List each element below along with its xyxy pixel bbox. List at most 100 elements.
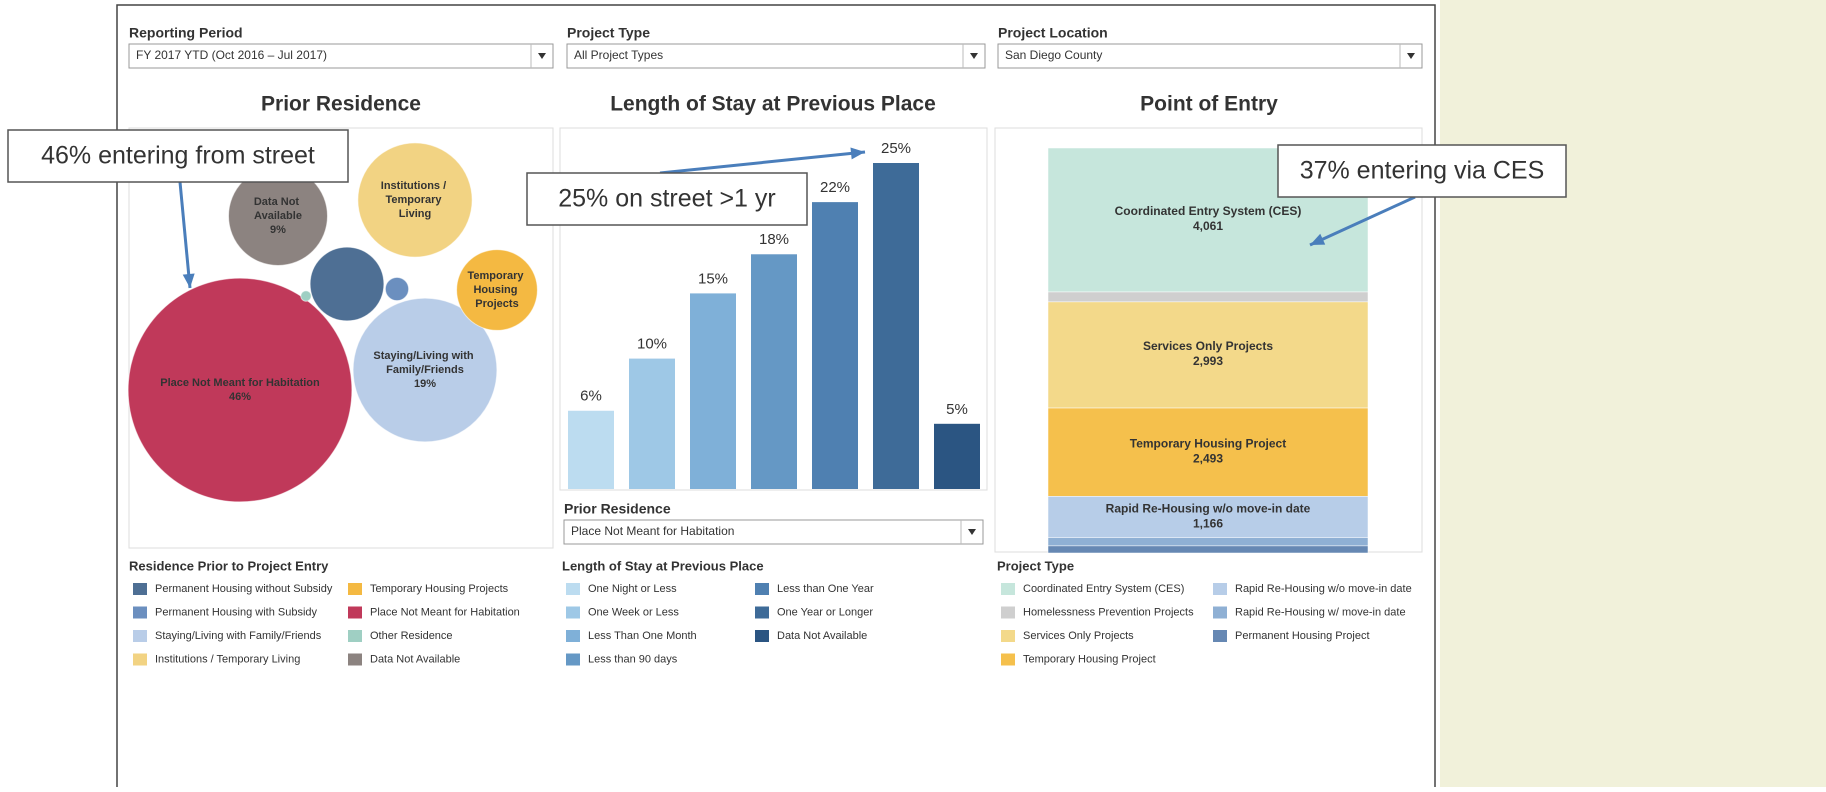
legend-label: Other Residence bbox=[370, 630, 453, 642]
legend-swatch bbox=[1001, 653, 1015, 666]
bubble-value: 19% bbox=[414, 378, 436, 390]
segment bbox=[1047, 291, 1369, 303]
legend-swatch bbox=[133, 653, 147, 666]
bar-value-label: 18% bbox=[759, 231, 789, 248]
bubble-value: 9% bbox=[270, 224, 286, 236]
legend-swatch bbox=[566, 630, 580, 642]
chart-title: Length of Stay at Previous Place bbox=[610, 93, 936, 116]
bubble bbox=[300, 290, 312, 302]
bar bbox=[873, 163, 919, 489]
legend-swatch bbox=[348, 583, 362, 595]
callout-arrowhead bbox=[850, 147, 865, 160]
legend-label: Institutions / Temporary Living bbox=[155, 653, 300, 665]
legend-label: One Year or Longer bbox=[777, 606, 873, 618]
callout-box bbox=[526, 172, 808, 226]
dropdown-value: All Project Types bbox=[574, 48, 663, 62]
bubble bbox=[127, 277, 353, 503]
legend-label: Less than 90 days bbox=[588, 653, 678, 665]
legend-swatch bbox=[566, 583, 580, 595]
filter-label: Project Type bbox=[567, 25, 650, 41]
dropdown-arrow bbox=[538, 53, 546, 59]
bar bbox=[690, 293, 736, 489]
filter-label: Project Location bbox=[998, 25, 1108, 41]
legend-label: Permanent Housing without Subsidy bbox=[155, 583, 333, 595]
legend-label: Data Not Available bbox=[777, 630, 867, 642]
callout-arrow bbox=[659, 150, 866, 175]
bar bbox=[751, 254, 797, 489]
legend-swatch bbox=[1213, 606, 1227, 619]
dropdown[interactable] bbox=[566, 43, 986, 69]
dropdown[interactable] bbox=[997, 43, 1423, 69]
segment-label: Coordinated Entry System (CES) bbox=[1115, 204, 1302, 218]
bubble-value: 46% bbox=[229, 391, 251, 403]
legend-label: Permanent Housing Project bbox=[1235, 630, 1370, 642]
legend-label: Less Than One Month bbox=[588, 630, 697, 642]
dropdown-arrow bbox=[970, 53, 978, 59]
legend-swatch bbox=[1001, 630, 1015, 642]
legend-swatch bbox=[755, 583, 769, 595]
callout-text: 25% on street >1 yr bbox=[558, 185, 775, 213]
segment-value: 2,493 bbox=[1193, 451, 1223, 465]
segment-label: Rapid Re-Housing w/o move-in date bbox=[1106, 501, 1311, 515]
legend-swatch bbox=[1213, 630, 1227, 642]
bar-value-label: 15% bbox=[698, 270, 728, 287]
legend-swatch bbox=[133, 606, 147, 619]
legend-swatch bbox=[1213, 583, 1227, 595]
callout-arrowhead bbox=[1310, 233, 1326, 245]
bubble-label: Temporary Housing Projects bbox=[467, 270, 526, 310]
chart-title: Prior Residence bbox=[261, 93, 421, 116]
bubble bbox=[456, 249, 538, 331]
panel bbox=[559, 127, 988, 491]
legend-label: Temporary Housing Projects bbox=[370, 583, 509, 595]
segment-value: 2,993 bbox=[1193, 354, 1223, 368]
legend-swatch bbox=[755, 606, 769, 619]
legend-swatch bbox=[133, 630, 147, 642]
legend-swatch bbox=[348, 653, 362, 666]
bubble bbox=[309, 246, 385, 322]
legend-title: Length of Stay at Previous Place bbox=[562, 558, 764, 573]
callout-arrow bbox=[1309, 195, 1416, 247]
dropdown[interactable] bbox=[563, 519, 984, 545]
dropdown-arrow bbox=[968, 529, 976, 535]
segment-label: Temporary Housing Project bbox=[1130, 436, 1286, 450]
legend-label: One Night or Less bbox=[588, 583, 677, 595]
segment-label: Services Only Projects bbox=[1143, 339, 1273, 353]
legend-label: One Week or Less bbox=[588, 606, 679, 618]
dropdown-value: Place Not Meant for Habitation bbox=[571, 524, 734, 538]
bubble-label: Staying/Living with Family/Friends bbox=[373, 350, 476, 376]
legend-label: Staying/Living with Family/Friends bbox=[155, 630, 322, 642]
legend-label: Temporary Housing Project bbox=[1023, 653, 1156, 665]
legend-swatch bbox=[566, 653, 580, 666]
bubble-label: Data Not Available bbox=[254, 196, 302, 222]
legend-label: Place Not Meant for Habitation bbox=[370, 606, 520, 618]
segment bbox=[1047, 301, 1369, 409]
callout-box bbox=[7, 129, 349, 183]
legend-label: Data Not Available bbox=[370, 653, 460, 665]
callout-arrow bbox=[178, 181, 192, 289]
segment bbox=[1047, 545, 1369, 554]
callout-text: 37% entering via CES bbox=[1300, 157, 1545, 185]
legend-label: Coordinated Entry System (CES) bbox=[1023, 583, 1184, 595]
bar bbox=[568, 410, 614, 489]
bar-value-label: 5% bbox=[946, 401, 968, 418]
legend-label: Rapid Re-Housing w/o move-in date bbox=[1235, 583, 1412, 595]
bar-value-label: 25% bbox=[881, 140, 911, 157]
callout-arrowhead bbox=[182, 273, 195, 288]
segment-value: 4,061 bbox=[1193, 219, 1223, 233]
segment-value: 1,166 bbox=[1193, 516, 1223, 530]
legend-label: Homelessness Prevention Projects bbox=[1023, 606, 1194, 618]
segment bbox=[1047, 496, 1369, 539]
bar-value-label: 22% bbox=[820, 179, 850, 196]
legend-swatch bbox=[755, 630, 769, 642]
dropdown[interactable] bbox=[128, 43, 554, 69]
legend-swatch bbox=[348, 606, 362, 619]
dropdown-arrow bbox=[1407, 53, 1415, 59]
legend-label: Less than One Year bbox=[777, 583, 874, 595]
filter-label: Prior Residence bbox=[564, 501, 671, 517]
chart-title: Point of Entry bbox=[1140, 93, 1278, 116]
dropdown-value: San Diego County bbox=[1005, 48, 1102, 62]
legend-swatch bbox=[566, 606, 580, 619]
panel bbox=[128, 127, 554, 549]
legend-label: Permanent Housing with Subsidy bbox=[155, 606, 318, 618]
